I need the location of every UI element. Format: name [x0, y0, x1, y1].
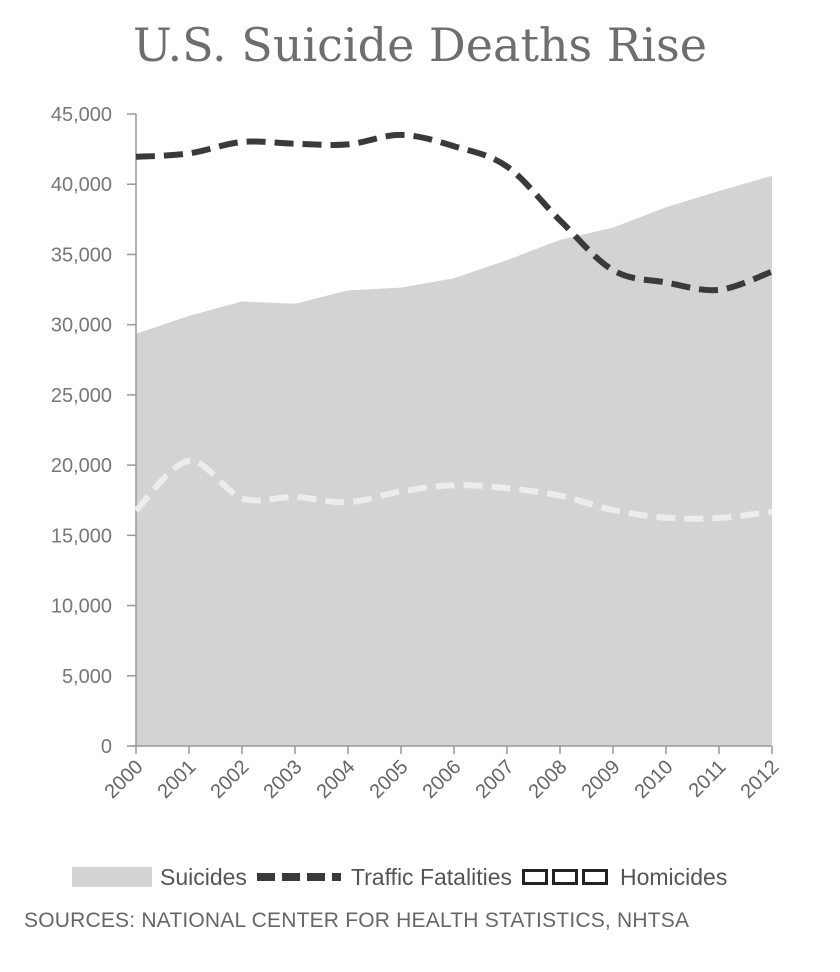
x-tick-label: 2004: [313, 756, 360, 803]
x-tick-label: 2000: [101, 756, 148, 803]
legend-label-traffic: Traffic Fatalities: [350, 863, 512, 890]
y-tick-label: 45,000: [51, 104, 112, 126]
legend-item-homicides: Homicides: [521, 863, 728, 891]
y-tick-label: 20,000: [51, 455, 112, 477]
y-tick-label: 5,000: [62, 666, 112, 688]
x-tick-label: 2011: [685, 756, 731, 802]
legend-swatch-suicides: [72, 867, 152, 887]
y-tick-label: 30,000: [51, 315, 112, 337]
x-tick-label: 2008: [525, 756, 572, 803]
x-tick-label: 2006: [419, 756, 466, 803]
source-note: SOURCES: NATIONAL CENTER FOR HEALTH STAT…: [24, 909, 690, 932]
y-tick-label: 15,000: [51, 525, 112, 547]
legend-item-suicides: Suicides: [72, 864, 247, 891]
legend-label-suicides: Suicides: [160, 863, 247, 890]
x-tick-label: 2007: [472, 756, 519, 803]
series-line-traffic-fatalities: [135, 131, 774, 294]
legend-swatch-traffic: [256, 873, 341, 881]
y-tick-label: 10,000: [51, 596, 112, 618]
x-tick-label: 2009: [578, 756, 625, 803]
chart-legend: Suicides Traffic Fatalities Homicides: [72, 862, 737, 892]
chart-title: U.S. Suicide Deaths Rise: [133, 18, 707, 72]
legend-item-traffic: Traffic Fatalities: [256, 863, 512, 891]
y-tick-label: 0: [101, 736, 112, 758]
series-area-suicides: [136, 175, 772, 747]
x-tick-label: 2002: [207, 756, 254, 803]
y-tick-label: 40,000: [51, 174, 112, 196]
x-tick-label: 2012: [737, 756, 784, 803]
x-tick-label: 2003: [260, 756, 307, 803]
series-line-homicides: [133, 457, 773, 522]
x-tick-label: 2010: [631, 756, 678, 803]
x-tick-label: 2001: [154, 756, 201, 803]
x-tick-label: 2005: [366, 756, 413, 803]
legend-swatch-homicides: [521, 869, 612, 885]
y-tick-label: 25,000: [51, 385, 112, 407]
legend-label-homicides: Homicides: [619, 863, 728, 890]
y-tick-label: 35,000: [51, 244, 112, 266]
